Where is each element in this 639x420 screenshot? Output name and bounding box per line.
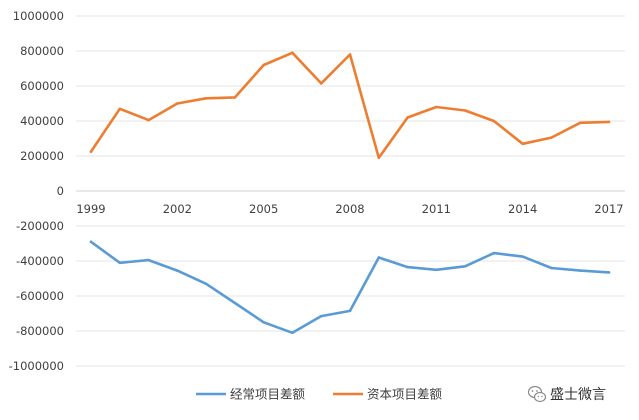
watermark-text: 盛士微言 <box>550 387 606 403</box>
x-tick-label: 2002 <box>163 202 192 216</box>
data-point <box>233 301 237 305</box>
data-point <box>319 314 323 318</box>
gridlines <box>76 15 625 367</box>
data-point <box>348 53 352 56</box>
data-point <box>176 102 179 105</box>
data-point <box>291 51 294 55</box>
wechat-icon <box>527 385 547 403</box>
data-point <box>435 268 438 272</box>
legend: 经常项目差额 资本项目差额 <box>196 387 443 402</box>
y-tick-label: 200000 <box>20 149 64 163</box>
data-point <box>406 116 409 119</box>
y-axis-ticks: 1000000 800000 600000 400000 200000 0 -200000 -… <box>9 9 64 373</box>
data-point <box>607 120 611 124</box>
y-tick-label: -200000 <box>16 219 64 233</box>
watermark: 盛士微言 <box>527 385 606 403</box>
data-point <box>492 119 496 123</box>
x-tick-label: 2005 <box>249 202 278 216</box>
data-point <box>147 258 150 262</box>
x-tick-label: 2014 <box>508 202 537 216</box>
data-point <box>118 261 122 265</box>
data-point <box>435 105 438 109</box>
data-point <box>550 136 553 139</box>
data-point <box>578 269 582 272</box>
y-tick-label: -1000000 <box>9 359 64 373</box>
x-tick-label: 2008 <box>335 202 364 216</box>
data-point <box>492 251 496 255</box>
data-point <box>521 142 524 146</box>
data-point <box>550 266 553 270</box>
data-point <box>176 269 179 272</box>
legend-label: 经常项目差额 <box>230 387 306 402</box>
data-point <box>89 150 93 153</box>
x-tick-label: 2017 <box>594 202 623 216</box>
y-tick-label: -400000 <box>16 254 64 268</box>
data-point <box>521 255 524 258</box>
data-point <box>233 96 237 99</box>
x-tick-label: 2011 <box>422 202 451 216</box>
data-point <box>262 63 265 67</box>
y-tick-label: -600000 <box>16 289 64 303</box>
y-tick-label: 0 <box>57 184 64 198</box>
data-point <box>377 156 381 160</box>
data-point <box>406 265 409 269</box>
data-point <box>319 82 323 85</box>
x-axis-ticks: 1999 2002 2005 2008 2011 2014 2017 <box>76 202 623 216</box>
data-point <box>607 271 611 274</box>
y-tick-label: 1000000 <box>13 9 64 23</box>
y-tick-label: 400000 <box>20 114 64 128</box>
series-lines <box>89 51 611 335</box>
data-point <box>118 107 122 111</box>
data-point <box>348 309 352 313</box>
data-point <box>377 256 381 259</box>
legend-label: 资本项目差额 <box>367 387 443 402</box>
y-tick-label: 600000 <box>20 79 64 93</box>
y-tick-label: -800000 <box>16 324 64 338</box>
data-point <box>147 118 150 122</box>
x-tick-label: 1999 <box>76 202 105 216</box>
series-line-0 <box>89 240 611 335</box>
y-tick-label: 800000 <box>20 44 64 58</box>
data-point <box>291 331 294 335</box>
data-point <box>262 320 265 324</box>
data-point <box>89 240 93 244</box>
data-point <box>463 264 467 268</box>
data-point <box>204 282 208 286</box>
data-point <box>578 121 582 125</box>
data-point <box>204 96 208 100</box>
data-point <box>463 109 467 112</box>
series-line-1 <box>89 51 611 160</box>
